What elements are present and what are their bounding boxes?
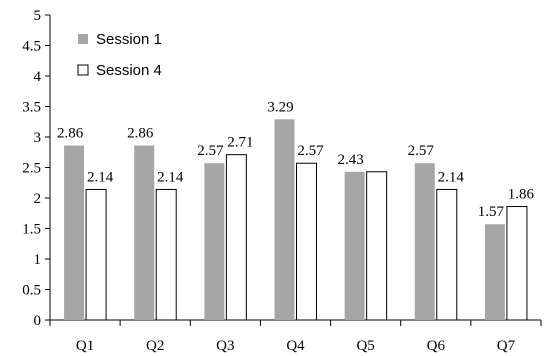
x-tick-label: Q1 [76, 338, 94, 354]
y-tick-label: 0.5 [22, 283, 41, 299]
y-tick-label: 2.5 [22, 161, 41, 177]
data-label: 2.86 [57, 126, 84, 142]
bar-session1-q5 [344, 171, 365, 320]
data-label: 2.57 [297, 143, 324, 159]
bar-session4-q7 [506, 206, 528, 321]
y-tick-label: 0 [34, 313, 42, 329]
legend-label: Session 1 [96, 31, 162, 48]
y-tick-label: 3 [34, 130, 42, 146]
data-label: 2.57 [408, 143, 435, 159]
bar-session1-q6 [414, 163, 435, 320]
y-axis: 0 0.5 1 1.5 2 2.5 3 3.5 4 4.5 5 [22, 8, 51, 329]
bar-session1-q3 [204, 163, 225, 320]
bar-session4-q2 [155, 188, 177, 321]
y-tick-label: 5 [34, 8, 42, 24]
bar-session4-q4 [296, 162, 317, 321]
data-label: 2.14 [87, 169, 114, 185]
legend: Session 1 Session 4 [77, 31, 162, 79]
bar-session4-q1 [85, 188, 107, 321]
bar-session1-q1 [64, 145, 85, 320]
legend-swatch-session4 [77, 64, 89, 76]
data-label: 1.86 [508, 187, 535, 203]
y-tick-label: 4 [34, 69, 42, 85]
x-tick-label: Q5 [356, 338, 374, 354]
x-tick-label: Q2 [146, 338, 164, 354]
legend-label: Session 4 [96, 62, 162, 79]
y-tick-label: 3.5 [22, 100, 41, 116]
bar-session1-q4 [274, 119, 295, 320]
bar-session4-q5 [366, 171, 388, 321]
y-tick-label: 1 [34, 252, 42, 268]
x-tick-label: Q6 [427, 338, 446, 354]
y-tick-label: 1.5 [22, 222, 41, 238]
bar-session4-q6 [436, 188, 458, 321]
data-label: 2.43 [338, 152, 364, 168]
y-tick-label: 2 [34, 191, 42, 207]
x-tick-label: Q3 [216, 338, 234, 354]
bar-session4-q3 [225, 154, 247, 321]
x-tick-label: Q4 [286, 338, 305, 354]
data-label: 2.57 [197, 143, 224, 159]
x-axis: Q1 Q2 Q3 Q4 Q5 Q6 Q7 [49, 319, 542, 354]
bar-session1-q2 [134, 145, 155, 320]
data-label: 2.71 [227, 135, 253, 151]
data-label: 2.14 [157, 169, 184, 185]
data-label: 2.86 [127, 126, 154, 142]
data-labels: 2.862.142.862.142.572.713.292.572.432.57… [57, 99, 535, 220]
y-tick-label: 4.5 [22, 39, 41, 55]
data-label: 2.14 [438, 169, 465, 185]
bar-session1-q7 [484, 224, 505, 320]
data-label: 3.29 [267, 99, 293, 115]
bars [64, 119, 528, 321]
x-tick-label: Q7 [497, 338, 516, 354]
legend-swatch-session1 [78, 34, 88, 44]
data-label: 1.57 [478, 204, 505, 220]
